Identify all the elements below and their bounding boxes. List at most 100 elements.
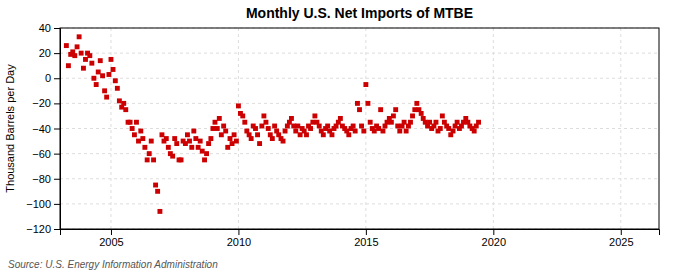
tick-label: 2010 (227, 236, 251, 248)
point (153, 183, 158, 188)
point (397, 129, 402, 134)
point (149, 139, 154, 144)
point (142, 145, 147, 150)
tick-mark (54, 154, 60, 155)
tick: 0 (45, 72, 60, 84)
x-axis: 2005 2010 2015 2020 2025 (61, 229, 660, 248)
grid-line-y (60, 53, 659, 54)
point (130, 126, 135, 131)
point (104, 95, 109, 100)
point (166, 145, 171, 150)
point (157, 209, 162, 214)
tick-label: 2015 (354, 236, 378, 248)
point (304, 132, 309, 137)
tick-label: 2005 (99, 236, 123, 248)
grid-line-y (60, 78, 659, 79)
point (325, 124, 330, 129)
point (264, 120, 269, 125)
plot: 2005201020152020202540200−20−40−60−80−10… (26, 22, 659, 248)
point (476, 120, 481, 125)
point (174, 141, 179, 146)
point (427, 120, 432, 125)
tick-label: 0 (45, 72, 51, 84)
tick-mark (54, 129, 60, 130)
grid-line-y (60, 178, 659, 179)
point (234, 139, 239, 144)
tick: 2020 (482, 229, 506, 248)
point (434, 120, 439, 125)
tick-label: 2025 (609, 236, 633, 248)
point (113, 78, 118, 83)
point (145, 157, 150, 162)
point (338, 116, 343, 121)
point (83, 57, 88, 62)
y-axis-label: Thousand Barrels per Day (4, 64, 16, 193)
point (295, 124, 300, 129)
tick: 40 (39, 22, 60, 34)
point (215, 126, 220, 131)
point (87, 53, 92, 58)
tick-label: −120 (26, 223, 51, 235)
point (111, 67, 116, 72)
tick: 2015 (354, 229, 378, 248)
point (378, 107, 383, 112)
point (283, 129, 288, 134)
title: Monthly U.S. Net Imports of MTBE (246, 5, 473, 21)
point (361, 129, 366, 134)
point (317, 124, 322, 129)
point (117, 98, 122, 103)
point (115, 86, 120, 91)
point (293, 129, 298, 134)
tick-label: 40 (39, 22, 51, 34)
source: Source: U.S. Energy Information Administ… (8, 259, 218, 270)
point (419, 111, 424, 116)
point (64, 43, 69, 48)
tick: 2025 (609, 229, 633, 248)
point (257, 141, 262, 146)
grid-line-y (60, 203, 659, 204)
point (79, 51, 84, 56)
y-axis: 40200−20−40−60−80−100−120 (26, 22, 60, 235)
point (75, 44, 80, 49)
point (446, 126, 451, 131)
point (89, 61, 94, 66)
point (281, 139, 286, 144)
tick-mark (493, 229, 494, 235)
point (91, 76, 96, 81)
point (204, 151, 209, 156)
tick-mark (54, 204, 60, 205)
point (138, 129, 143, 134)
point (408, 120, 413, 125)
point (102, 88, 107, 93)
point (389, 120, 394, 125)
point (77, 34, 82, 39)
point (128, 120, 133, 125)
tick-mark (54, 28, 60, 29)
point (206, 141, 211, 146)
point (136, 139, 141, 144)
tick-mark (54, 179, 60, 180)
point (189, 145, 194, 150)
tick: −40 (32, 123, 60, 135)
point (179, 157, 184, 162)
tick-label: −100 (26, 198, 51, 210)
point (219, 132, 224, 137)
point (321, 132, 326, 137)
point (391, 113, 396, 118)
tick: −60 (32, 148, 60, 160)
point (72, 53, 77, 58)
tick-mark (366, 229, 367, 235)
tick-mark (54, 78, 60, 79)
tick-mark (54, 229, 60, 230)
point (187, 139, 192, 144)
axis-line (54, 29, 61, 230)
chart: 2005201020152020202540200−20−40−60−80−10… (0, 0, 675, 275)
point (266, 126, 271, 131)
point (151, 157, 156, 162)
point (147, 151, 152, 156)
point (106, 72, 111, 77)
tick-mark (54, 53, 60, 54)
tick: −120 (26, 223, 60, 235)
point (402, 120, 407, 125)
point (66, 63, 71, 68)
